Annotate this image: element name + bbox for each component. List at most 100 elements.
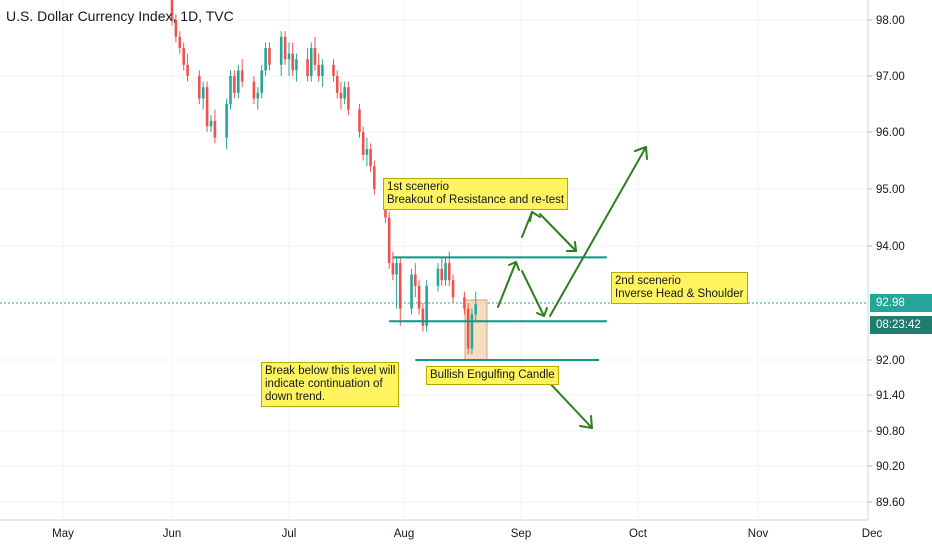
candle-body: [391, 263, 395, 275]
candle: [417, 280, 421, 315]
candle-body: [332, 64, 335, 76]
breakdown-arrow-down: [544, 377, 593, 429]
candle: [225, 98, 228, 150]
candle: [201, 81, 205, 110]
candle-body: [256, 92, 260, 99]
candle: [373, 160, 376, 195]
candle-body: [268, 48, 271, 65]
candle-body: [361, 132, 365, 155]
candle-body: [174, 20, 178, 37]
candle-body: [186, 64, 189, 76]
scenario2-path-arrow-down: [521, 270, 545, 317]
candle-body: [410, 274, 413, 309]
candle: [233, 70, 236, 99]
chart-title: U.S. Dollar Currency Index, 1D, TVC: [6, 8, 234, 24]
candle-body: [237, 70, 240, 93]
x-tick-label: May: [52, 528, 74, 540]
scenario2-arrowhead-down: [536, 307, 548, 317]
candle: [170, 0, 174, 26]
candle: [339, 81, 343, 110]
candle: [313, 36, 317, 71]
candle-body: [466, 308, 470, 349]
candle-body: [365, 149, 369, 155]
candle: [205, 81, 209, 132]
candle: [198, 70, 201, 104]
scenario1-note[interactable]: 1st scenerio Breakout of Resistance and …: [383, 178, 569, 210]
candle: [252, 76, 256, 104]
candle-body: [395, 263, 398, 275]
candle-body: [170, 0, 174, 20]
candle: [335, 70, 339, 99]
candle-body: [317, 64, 320, 76]
countdown-tag: 08:23:42: [870, 316, 932, 334]
candle: [466, 303, 470, 355]
breakdown-arrowhead-down: [579, 415, 593, 429]
candle: [178, 31, 182, 54]
candle: [309, 42, 313, 82]
y-tick-label: 95.00: [876, 184, 905, 196]
candle: [387, 211, 391, 269]
candle-body: [373, 166, 376, 189]
candle-body: [398, 263, 402, 309]
candle-body: [347, 87, 350, 110]
candle-body: [417, 285, 421, 309]
candle: [463, 291, 466, 315]
breakout-arrow-up: [549, 146, 647, 317]
candle-body: [414, 274, 417, 286]
candle-body: [229, 76, 232, 104]
x-axis-labels: May Jun Jul Aug Sep Oct Nov Dec: [52, 528, 882, 540]
candle: [229, 70, 232, 110]
breakout-arrowhead-up: [634, 146, 648, 160]
candle-body: [470, 314, 474, 349]
candle-body: [213, 120, 217, 138]
y-tick-label: 89.60: [876, 497, 905, 509]
y-axis-labels: 98.00 97.00 96.00 95.00 94.00 92.00 91.40 90.80…: [868, 15, 905, 509]
candle: [414, 263, 417, 298]
candle-body: [264, 48, 267, 71]
y-tick-label: 90.80: [876, 426, 905, 438]
candle-body: [425, 285, 428, 326]
candle: [365, 137, 369, 167]
candle-body: [225, 104, 228, 138]
candle-body: [358, 109, 361, 132]
scenario1-path-arrow-down: [539, 213, 577, 252]
candle: [174, 14, 178, 43]
candle-body: [283, 36, 287, 60]
engulfing-note[interactable]: Bullish Engulfing Candle: [426, 366, 559, 385]
candle: [474, 291, 478, 321]
scenario2-arrowhead-up: [508, 261, 520, 271]
candle: [279, 31, 283, 76]
candle-body: [339, 92, 343, 99]
candle: [358, 104, 361, 138]
candles-group: [170, 0, 478, 355]
candle-body: [205, 87, 209, 127]
candle: [186, 53, 189, 82]
candle-body: [321, 64, 324, 76]
candle-body: [474, 304, 478, 315]
current-price-tag: 92.98: [870, 294, 932, 312]
x-tick-label: Jun: [163, 528, 182, 540]
candle: [395, 257, 398, 309]
y-tick-label: 94.00: [876, 241, 905, 253]
x-tick-label: Oct: [629, 528, 648, 540]
candle: [347, 81, 350, 116]
scenario2-note[interactable]: 2nd scenerio Inverse Head & Shoulder: [611, 272, 748, 304]
scenario-arrows: [497, 146, 648, 429]
candle-body: [447, 263, 451, 281]
candle: [398, 257, 402, 326]
candle-body: [369, 149, 372, 167]
break-below-note[interactable]: Break below this level will indicate con…: [261, 362, 400, 407]
candle: [317, 53, 320, 82]
x-tick-label: Dec: [862, 528, 883, 540]
scenario1-arrowhead-up: [529, 211, 541, 222]
x-tick-label: Sep: [511, 528, 531, 540]
candle: [283, 31, 287, 65]
x-tick-label: Aug: [394, 528, 414, 540]
candle-body: [306, 59, 309, 76]
x-tick-label: Nov: [748, 528, 769, 540]
candle: [343, 81, 346, 104]
candle: [237, 64, 240, 99]
y-tick-label: 98.00: [876, 15, 905, 27]
candle: [240, 59, 244, 88]
